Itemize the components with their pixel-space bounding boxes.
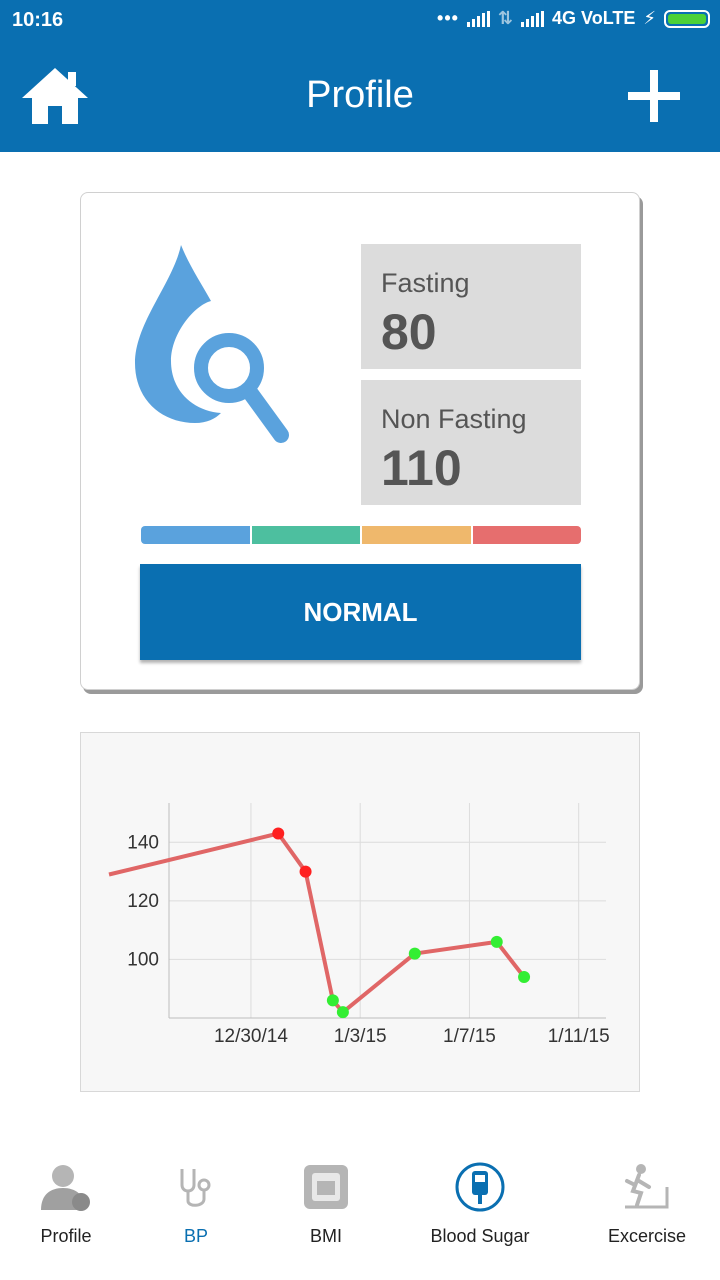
range-indicator-bar <box>141 526 581 544</box>
nav-label-bp: BP <box>183 1226 208 1246</box>
non-fasting-label: Non Fasting <box>381 404 527 434</box>
fasting-value: 80 <box>381 304 437 360</box>
non-fasting-reading: Non Fasting 110 <box>361 380 581 505</box>
blood-sugar-card: Fasting 80 Non Fasting 110 NORMAL <box>80 192 640 690</box>
data-point <box>326 994 339 1007</box>
scale-icon <box>304 1165 348 1209</box>
status-icons: ••• ⇅ 4G VoLTE ⚡ <box>437 8 710 29</box>
stethoscope-icon <box>180 1169 211 1207</box>
signal-icon-2 <box>521 10 545 27</box>
nav-label-bmi: BMI <box>309 1226 342 1246</box>
range-segment-low <box>141 526 250 544</box>
signal-icon <box>466 10 490 27</box>
battery-icon <box>664 9 710 28</box>
user-profile-icon <box>41 1165 90 1211</box>
status-time: 10:16 <box>12 9 64 31</box>
nav-item-exercise[interactable]: Excercise <box>598 1160 696 1247</box>
nav-item-bp[interactable]: BP <box>166 1160 226 1247</box>
series-line <box>108 831 526 1015</box>
more-dots-icon: ••• <box>437 8 459 28</box>
y-tick-label: 120 <box>127 891 159 912</box>
app-header: Profile <box>0 42 720 152</box>
nav-label-profile: Profile <box>40 1226 92 1246</box>
range-segment-elevated <box>362 526 471 544</box>
glucose-meter-icon <box>455 1162 505 1212</box>
nav-item-bmi[interactable]: BMI <box>296 1160 356 1247</box>
data-transfer-icon: ⇅ <box>497 8 514 28</box>
treadmill-icon <box>625 1164 669 1209</box>
x-tick-label: 1/11/15 <box>548 1026 610 1047</box>
nav-label-exercise: Excercise <box>607 1226 687 1246</box>
blood-sugar-chart: 100 120 140 12/30/14 1/3/15 1/7/15 1/11/15 <box>80 732 640 1092</box>
range-segment-normal <box>251 526 360 544</box>
nav-item-profile[interactable]: Profile <box>30 1160 102 1247</box>
data-point <box>518 971 531 983</box>
data-point <box>336 1006 349 1019</box>
fasting-reading: Fasting 80 <box>361 244 581 369</box>
data-point <box>490 935 503 948</box>
network-type: 4G VoLTE <box>552 8 636 28</box>
range-segment-high <box>472 526 581 544</box>
home-icon[interactable] <box>20 64 90 126</box>
charging-icon: ⚡ <box>643 8 656 28</box>
fasting-label: Fasting <box>381 268 470 298</box>
chart-canvas: 100 120 140 12/30/14 1/3/15 1/7/15 1/11/15 <box>108 803 610 1047</box>
data-point <box>272 827 285 840</box>
y-tick-label: 140 <box>127 832 159 853</box>
plus-icon[interactable] <box>628 70 680 122</box>
x-tick-label: 1/3/15 <box>334 1026 387 1047</box>
status-normal-button[interactable]: NORMAL <box>140 564 581 660</box>
bottom-navigation: Profile BP BMI <box>0 1140 720 1280</box>
data-point <box>408 947 421 960</box>
x-tick-label: 12/30/14 <box>214 1026 288 1047</box>
y-tick-label: 100 <box>127 949 159 970</box>
page-title: Profile <box>306 74 414 116</box>
status-bar: 10:16 ••• ⇅ 4G VoLTE ⚡ <box>0 0 720 42</box>
data-point <box>299 865 312 878</box>
nav-label-blood-sugar: Blood Sugar <box>430 1226 530 1246</box>
nav-item-blood-sugar[interactable]: Blood Sugar <box>420 1160 540 1247</box>
blood-drop-search-icon <box>135 245 289 443</box>
non-fasting-value: 110 <box>381 440 462 496</box>
x-tick-label: 1/7/15 <box>443 1026 496 1047</box>
